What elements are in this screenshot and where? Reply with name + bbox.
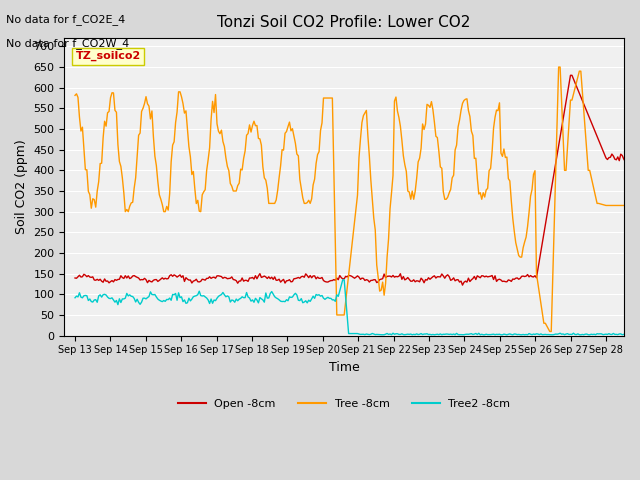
Tree2 -8cm [108, 295, 116, 301]
Line: Tree -8cm: Tree -8cm [75, 67, 640, 332]
Line: Open -8cm: Open -8cm [75, 75, 640, 285]
Open -8cm [108, 278, 116, 284]
Tree -8cm [555, 64, 563, 70]
Tree -8cm [637, 203, 640, 208]
Tree2 -8cm [90, 297, 98, 303]
Tree2 -8cm [562, 331, 570, 337]
Title: Tonzi Soil CO2 Profile: Lower CO2: Tonzi Soil CO2 Profile: Lower CO2 [218, 15, 471, 30]
Legend: Open -8cm, Tree -8cm, Tree2 -8cm: Open -8cm, Tree -8cm, Tree2 -8cm [173, 395, 515, 414]
Tree2 -8cm [71, 295, 79, 300]
Tree -8cm [108, 90, 116, 96]
Tree2 -8cm [476, 332, 484, 337]
Tree2 -8cm [549, 332, 557, 337]
Tree -8cm [562, 168, 570, 173]
Tree -8cm [90, 197, 98, 203]
Tree -8cm [362, 108, 370, 113]
Open -8cm [71, 275, 79, 281]
Tree -8cm [71, 93, 79, 98]
Tree2 -8cm [636, 331, 640, 337]
Open -8cm [566, 72, 574, 78]
Tree -8cm [475, 191, 483, 197]
Open -8cm [561, 108, 568, 113]
Text: No data for f_CO2W_4: No data for f_CO2W_4 [6, 38, 130, 49]
Open -8cm [637, 156, 640, 161]
Text: TZ_soilco2: TZ_soilco2 [76, 51, 141, 61]
Tree2 -8cm [637, 332, 640, 337]
Line: Tree2 -8cm: Tree2 -8cm [75, 280, 640, 335]
Open -8cm [476, 275, 484, 281]
Open -8cm [636, 157, 640, 163]
Open -8cm [459, 282, 467, 288]
Text: No data for f_CO2E_4: No data for f_CO2E_4 [6, 14, 125, 25]
Tree2 -8cm [339, 277, 346, 283]
Tree2 -8cm [364, 332, 372, 337]
Tree -8cm [636, 203, 640, 208]
Open -8cm [90, 277, 98, 283]
Open -8cm [362, 277, 370, 283]
X-axis label: Time: Time [329, 361, 360, 374]
Tree -8cm [546, 329, 554, 335]
Y-axis label: Soil CO2 (ppm): Soil CO2 (ppm) [15, 140, 28, 234]
